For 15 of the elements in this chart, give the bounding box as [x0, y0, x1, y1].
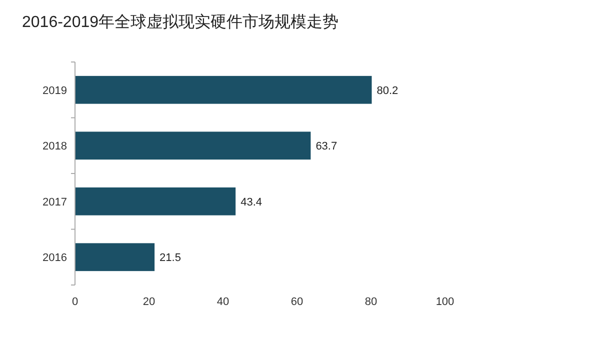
x-tick-label: 80 — [364, 296, 378, 308]
x-tick-label: 40 — [216, 296, 230, 308]
x-tick-label: 60 — [290, 296, 304, 308]
data-label: 43.4 — [240, 196, 262, 208]
x-tick-label: 100 — [436, 296, 454, 308]
data-label: 21.5 — [160, 252, 181, 264]
y-tick-label: 2019 — [42, 84, 67, 97]
y-tick-label: 2017 — [42, 196, 67, 208]
data-label: 63.7 — [316, 140, 338, 153]
data-label: 80.2 — [376, 84, 398, 97]
y-tick-label: 2016 — [42, 252, 67, 264]
x-tick-label: 20 — [142, 296, 156, 308]
x-tick-label: 0 — [72, 296, 78, 308]
y-tick-label: 2018 — [42, 140, 67, 153]
title: 2016-2019年全球虚拟现实硬件市场规模走势 — [22, 14, 339, 31]
